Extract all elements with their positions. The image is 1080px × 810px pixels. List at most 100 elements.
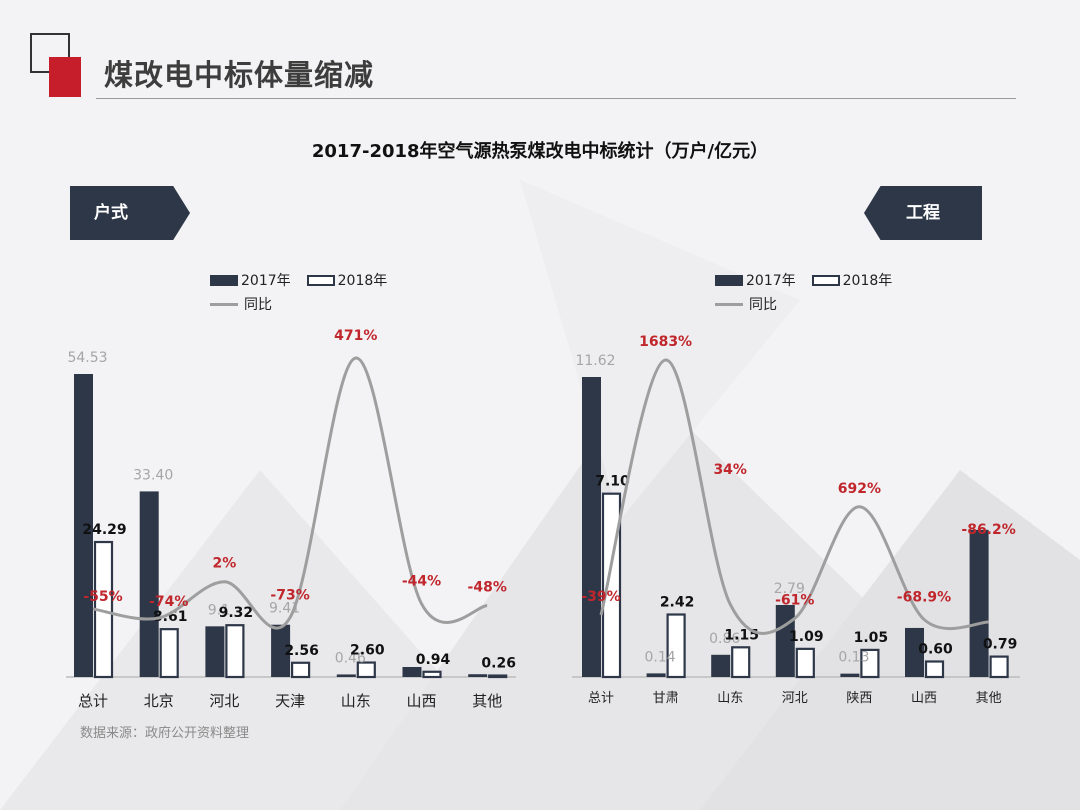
chart-title: 2017-2018年空气源热泵煤改电中标统计（万户/亿元） — [311, 141, 769, 162]
label-2017: 54.53 — [67, 350, 107, 366]
bar-2017 — [969, 529, 989, 677]
yoy-label: 1683% — [639, 334, 692, 350]
bar-2018 — [731, 646, 751, 679]
label-2018: 1.05 — [854, 630, 889, 646]
label-2018: 0.94 — [416, 652, 451, 668]
bar-2017 — [711, 654, 731, 677]
bar-2018 — [860, 648, 880, 679]
label-2018: 7.10 — [595, 474, 630, 490]
category-label: 河北 — [782, 691, 808, 706]
category-label: 北京 — [144, 692, 174, 710]
legend-swatch-2018 — [811, 274, 840, 286]
bar-2018 — [795, 647, 815, 679]
legend-swatch-2017 — [715, 274, 743, 286]
category-label: 甘肃 — [653, 691, 679, 706]
label-2018: 9.32 — [219, 605, 254, 621]
label-2018: 1.09 — [789, 629, 824, 645]
title-decoration-red — [49, 57, 81, 97]
label-2018: 1.15 — [724, 627, 759, 643]
bar-2018 — [989, 655, 1009, 679]
bar-2018 — [356, 661, 376, 679]
bar-2018 — [291, 661, 311, 679]
category-label: 总计 — [588, 691, 614, 706]
label-2017: 9.1 — [208, 602, 230, 618]
label-2017: 0.14 — [645, 649, 676, 665]
label-2017: 33.40 — [133, 467, 173, 483]
yoy-line — [599, 358, 989, 635]
bar-2018 — [422, 670, 442, 679]
bar-2017 — [402, 666, 422, 677]
bar-2017 — [582, 377, 601, 677]
label-2018: 24.29 — [82, 522, 126, 538]
bar-2017 — [905, 627, 924, 677]
legend-swatch-2017 — [210, 274, 238, 286]
label-2018: 2.60 — [350, 643, 385, 659]
bar-2017 — [468, 674, 488, 677]
yoy-line — [92, 356, 488, 630]
bar-2017 — [840, 673, 860, 677]
tag-household: 户式 — [70, 186, 190, 240]
bar-2018 — [666, 613, 686, 679]
label-2018: 2.42 — [660, 595, 695, 611]
legend-label-yoy: 同比 — [244, 297, 272, 313]
category-label: 山西 — [406, 692, 436, 710]
bar-2017 — [271, 624, 291, 677]
label-2018: 8.61 — [153, 609, 188, 625]
yoy-label: -86.2% — [961, 522, 1015, 538]
yoy-label: 34% — [713, 462, 747, 478]
yoy-label: -74% — [149, 594, 188, 610]
bar-2018 — [488, 674, 508, 679]
category-label: 总计 — [78, 692, 108, 710]
yoy-label: -68.9% — [897, 589, 951, 605]
page-title: 煤改电中标体量缩减 — [104, 58, 375, 92]
bar-2017 — [139, 491, 159, 677]
category-label: 天津 — [275, 692, 305, 710]
tag-engineering: 工程 — [864, 186, 982, 240]
label-2017: 2.79 — [774, 581, 805, 597]
category-label: 山东 — [717, 691, 743, 706]
category-label: 河北 — [209, 692, 239, 710]
yoy-label: -61% — [775, 592, 814, 608]
yoy-label: 2% — [213, 556, 237, 572]
bar-2017 — [74, 374, 93, 677]
legend-household: 2017年 2018年 同比 — [210, 268, 387, 316]
category-label: 其他 — [472, 692, 502, 710]
bar-2017 — [205, 626, 225, 677]
yoy-label: -44% — [402, 574, 441, 590]
label-2018: 0.79 — [983, 637, 1018, 653]
label-2018: 2.56 — [284, 643, 319, 659]
legend-label-2018: 2018年 — [337, 273, 388, 289]
bar-2017 — [336, 674, 356, 677]
legend-swatch-yoy — [210, 302, 238, 306]
legend-label-2017: 2017年 — [746, 273, 796, 289]
title-divider — [96, 98, 1016, 99]
bar-2018 — [924, 660, 945, 679]
yoy-label: 471% — [334, 328, 377, 344]
yoy-label: -73% — [270, 588, 309, 604]
label-2017: 11.62 — [575, 353, 615, 369]
category-label: 山西 — [911, 691, 937, 706]
legend-label-yoy: 同比 — [749, 297, 777, 313]
legend-engineering: 2017年 2018年 同比 — [715, 268, 892, 316]
label-2018: 0.26 — [481, 656, 516, 672]
legend-swatch-yoy — [715, 302, 743, 306]
yoy-label: -39% — [581, 589, 620, 605]
yoy-label: -48% — [468, 580, 507, 596]
label-2017: 0.46 — [335, 650, 366, 666]
legend-swatch-2018 — [306, 274, 335, 286]
bar-2018 — [159, 628, 179, 679]
yoy-label: 692% — [838, 481, 881, 497]
legend-label-2018: 2018年 — [842, 273, 893, 289]
category-label: 其他 — [976, 691, 1002, 706]
label-2017: 0.86 — [709, 631, 740, 647]
data-source-note: 数据来源：政府公开资料整理 — [80, 726, 250, 741]
legend-label-2017: 2017年 — [241, 273, 291, 289]
bar-2018 — [225, 624, 245, 679]
category-label: 陕西 — [846, 691, 872, 706]
bar-2017 — [646, 673, 666, 677]
label-2018: 0.60 — [918, 642, 953, 658]
yoy-label: -55% — [83, 589, 122, 605]
category-label: 山东 — [341, 692, 371, 710]
bar-2018 — [601, 492, 622, 679]
